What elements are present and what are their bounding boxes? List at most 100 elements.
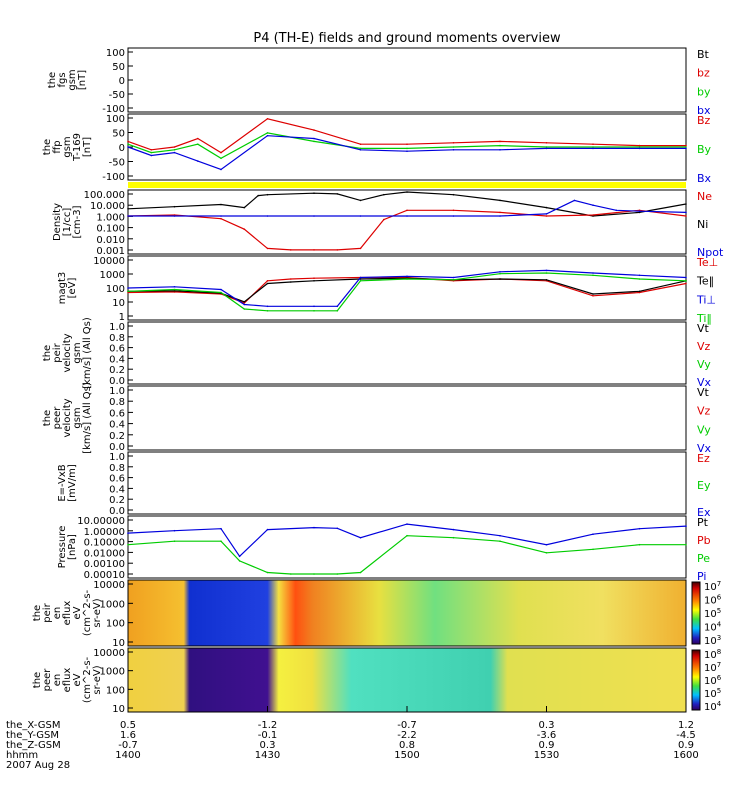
point-temp-Ti⊥ <box>499 271 501 273</box>
panel-frame-peir_vel <box>127 321 687 385</box>
ylabel-line: [km/s] (All Qs) <box>82 382 93 454</box>
point-ffp-By <box>406 147 408 150</box>
ylabel-line: fgs <box>57 72 68 87</box>
ylabel-line: [nT] <box>82 137 93 157</box>
ytick-label: 0.2 <box>109 365 125 376</box>
ylabel-line: the <box>47 72 58 88</box>
ytick-label: 0.100 <box>96 224 125 235</box>
point-ffp-Bz <box>220 151 222 154</box>
point-ffp-Bz <box>197 137 199 140</box>
point-pressure-Pe <box>127 543 129 546</box>
legend-peer_vel: Vy <box>697 423 711 436</box>
point-density-Ne <box>266 247 269 250</box>
panel-efield: 1.00.80.60.40.20.0 E=-VxB [mV/m] Ez Ey Ex <box>57 451 711 519</box>
point-density-Npot <box>452 215 455 217</box>
ytick-label: 1.0 <box>109 386 125 397</box>
xtick-label: 1500 <box>394 750 419 761</box>
ytick-label: 0.8 <box>109 333 125 344</box>
point-ffp-By <box>150 151 153 154</box>
point-ffp-Bz <box>452 142 455 144</box>
legend-peir_vel: Vz <box>697 340 711 353</box>
xtick-label: -3.6 <box>537 730 557 741</box>
ytick-label: 1.00000 <box>84 527 125 538</box>
colorbar-label-exp: 6 <box>717 594 722 602</box>
xaxis-row-label: the_Y-GSM <box>6 730 59 741</box>
point-density-Npot <box>545 213 548 215</box>
point-ffp-Bz <box>592 143 594 145</box>
ylabel-line: [nPa] <box>67 534 78 560</box>
legend-fgs: by <box>697 85 711 98</box>
point-density-Ni <box>452 193 455 196</box>
point-pressure-Pi <box>499 534 501 537</box>
point-ffp-By <box>220 157 222 160</box>
colorbar-label-exp: 4 <box>717 700 722 708</box>
point-ffp-Bz <box>173 146 176 148</box>
xtick-label: -4.5 <box>676 730 696 741</box>
ytick-label: -50 <box>109 90 125 101</box>
point-pressure-Pe <box>499 540 501 542</box>
point-temp-Ti‖ <box>173 288 176 291</box>
spectrogram-peer_spec <box>128 648 686 712</box>
point-temp-Te⊥ <box>127 291 129 294</box>
ylabel-line: eV <box>72 673 83 686</box>
point-pressure-Pi <box>313 526 315 529</box>
point-temp-Te‖ <box>313 280 315 282</box>
ylabel-line: sr-eV) <box>92 665 103 694</box>
series-ffp-By <box>127 132 686 159</box>
point-temp-Te‖ <box>499 278 501 280</box>
colorbar-label-exp: 7 <box>717 580 721 588</box>
ylabel-line: gsm <box>62 136 73 157</box>
ytick-label: 0.4 <box>109 354 125 365</box>
point-ffp-By <box>638 146 641 148</box>
ylabel-line: peer <box>42 668 53 692</box>
point-pressure-Pe <box>592 548 594 551</box>
series-pressure-Pe <box>127 535 686 575</box>
ytick-label: 0.6 <box>109 474 125 485</box>
ytick-label: 1.0 <box>109 452 125 463</box>
point-density-Ni <box>499 199 501 202</box>
series-pressure-Pi <box>127 523 687 558</box>
point-pressure-Pe <box>685 543 687 546</box>
point-density-Npot <box>615 209 618 212</box>
point-ffp-Bz <box>638 144 641 147</box>
series-density-Ni <box>127 191 687 217</box>
point-density-Npot <box>266 215 269 217</box>
ylabel-line: en <box>52 607 63 620</box>
legend-temp: Ti⊥ <box>696 293 716 306</box>
point-ffp-By <box>359 147 362 150</box>
point-temp-Ti⊥ <box>406 275 408 278</box>
point-temp-Ti‖ <box>685 280 687 282</box>
plot-title: P4 (TH-E) fields and ground moments over… <box>253 31 561 46</box>
point-pressure-Pe <box>359 571 362 574</box>
ylabel-line: peer <box>52 406 63 430</box>
colorbar-label-base: 10 <box>704 609 717 620</box>
point-ffp-Bz <box>266 118 269 120</box>
point-temp-Ti⊥ <box>266 305 269 308</box>
ytick-label: 0.6 <box>109 344 125 355</box>
point-ffp-By <box>127 143 129 145</box>
xtick-label: 0.8 <box>399 740 415 751</box>
ytick-label: 50 <box>112 62 125 73</box>
point-pressure-Pi <box>336 527 339 530</box>
point-pressure-Pi <box>685 525 687 527</box>
legend-temp: Te‖ <box>696 275 714 288</box>
point-temp-Ti⊥ <box>545 269 548 272</box>
legend-pressure: Pt <box>697 516 709 529</box>
point-temp-Te⊥ <box>243 302 246 304</box>
point-temp-Ti⊥ <box>359 276 362 279</box>
point-density-Ne <box>313 249 315 251</box>
point-pressure-Pi <box>127 532 129 534</box>
colorbar-label-exp: 6 <box>717 674 722 682</box>
xtick-label: -0.7 <box>397 720 417 731</box>
panel-temp: 10000 1000 100 10 1 magt3 [eV] Te⊥ Te‖ Ti⊥ Ti‖ <box>57 255 718 325</box>
ylabel-line: (cm^2-s- <box>82 656 93 703</box>
point-density-Npot <box>359 215 362 217</box>
legend-density: Ne <box>697 190 712 203</box>
point-density-Ni <box>383 193 385 196</box>
legend-fgs: bz <box>697 67 710 80</box>
colorbar-label-exp: 5 <box>717 607 721 615</box>
ytick-label: 0.00100 <box>84 559 125 570</box>
legend-peer_vel: Vx <box>697 442 712 455</box>
xaxis-row-label: 2007 Aug 28 <box>6 760 70 771</box>
point-pressure-Pe <box>406 534 408 537</box>
